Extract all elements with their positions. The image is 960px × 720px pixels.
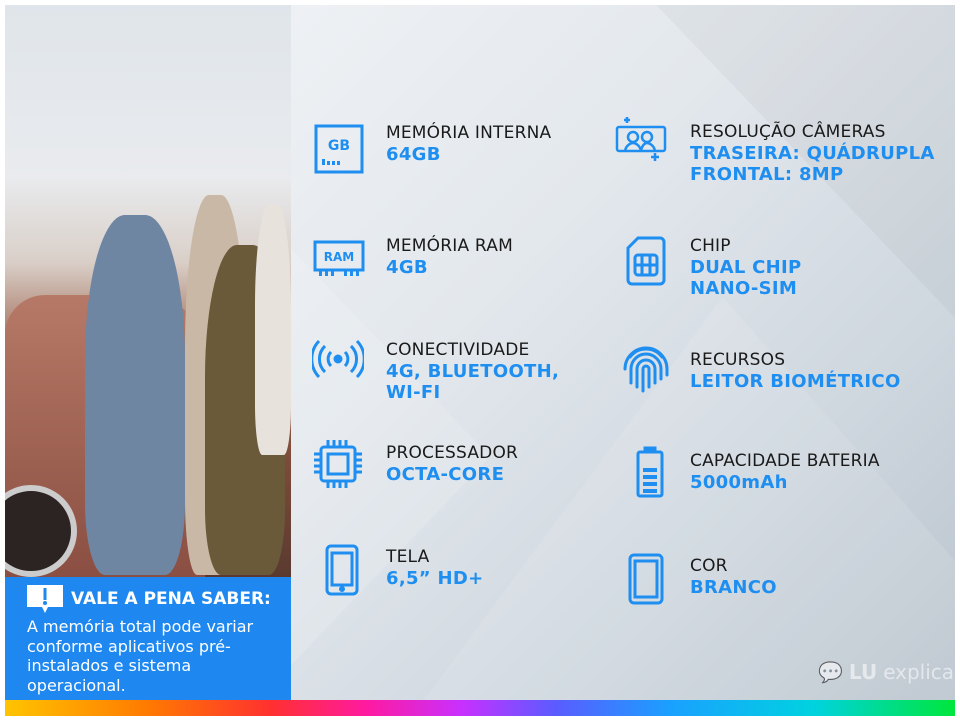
note-body: A memória total pode variar conforme apl…	[27, 617, 254, 695]
smartphone-icon	[316, 544, 368, 596]
spec-cameras: RESOLUÇÃO CÂMERAS TRASEIRA: QUÁDRUPLA FR…	[690, 122, 935, 185]
camera-selfie-icon	[615, 115, 667, 167]
spec-label: PROCESSADOR	[386, 443, 519, 463]
specs-panel	[291, 5, 955, 700]
fingerprint-icon	[620, 343, 672, 395]
sim-card-icon	[620, 235, 672, 287]
svg-text:GB: GB	[328, 138, 350, 154]
lu-explica-logo: 💬 LU explica	[818, 660, 954, 684]
spec-value: LEITOR BIOMÉTRICO	[690, 371, 901, 392]
ram-icon: RAM	[313, 232, 365, 284]
spec-label: MEMÓRIA INTERNA	[386, 123, 552, 143]
spec-label: MEMÓRIA RAM	[386, 236, 513, 256]
spec-color: COR BRANCO	[690, 556, 777, 598]
spec-value: 5000mAh	[690, 472, 788, 493]
wireless-signal-icon	[310, 333, 366, 385]
spec-ram: MEMÓRIA RAM 4GB	[386, 236, 513, 278]
phone-color-icon	[620, 553, 672, 605]
spec-value: 6,5” HD+	[386, 568, 484, 589]
spec-value: BRANCO	[690, 577, 777, 598]
alert-speech-icon	[27, 585, 63, 615]
svg-text:RAM: RAM	[324, 250, 354, 264]
spec-internal-memory: MEMÓRIA INTERNA 64GB	[386, 123, 551, 165]
spec-connectivity: CONECTIVIDADE 4G, BLUETOOTH, WI-FI	[386, 340, 559, 403]
memory-card-icon: GB	[313, 123, 365, 175]
spec-features: RECURSOS LEITOR BIOMÉTRICO	[690, 350, 901, 392]
person	[255, 205, 291, 455]
logo-text: explica	[883, 660, 955, 684]
spec-value: OCTA-CORE	[386, 464, 505, 485]
spec-value: 4GB	[386, 257, 428, 278]
spec-value: 64GB	[386, 144, 441, 165]
spec-battery: CAPACIDADE BATERIA 5000mAh	[690, 451, 880, 493]
spec-label: CAPACIDADE BATERIA	[690, 451, 880, 471]
spec-screen: TELA 6,5” HD+	[386, 547, 483, 589]
info-note: VALE A PENA SABER: A memória total pode …	[5, 577, 291, 700]
car-wheel	[5, 485, 77, 577]
logo-brand: LU	[848, 660, 878, 684]
spec-label: CONECTIVIDADE	[386, 340, 530, 360]
speech-bubble-icon: 💬	[818, 660, 843, 684]
spec-processor: PROCESSADOR OCTA-CORE	[386, 443, 518, 485]
spec-value: TRASEIRA: QUÁDRUPLA	[690, 143, 935, 164]
spec-value: DUAL CHIP	[690, 257, 802, 278]
spec-label: RESOLUÇÃO CÂMERAS	[690, 122, 886, 142]
battery-icon	[624, 446, 676, 498]
spec-value: FRONTAL: 8MP	[690, 164, 844, 185]
processor-chip-icon	[312, 438, 364, 490]
spec-value: NANO-SIM	[690, 278, 798, 299]
lifestyle-photo	[5, 5, 291, 577]
person	[85, 215, 185, 575]
spec-chip: CHIP DUAL CHIP NANO-SIM	[690, 236, 802, 299]
spec-label: RECURSOS	[690, 350, 786, 370]
spec-value: 4G, BLUETOOTH,	[386, 361, 560, 382]
rainbow-bar	[5, 700, 955, 716]
note-title: VALE A PENA SABER:	[71, 589, 271, 609]
spec-label: COR	[690, 556, 728, 576]
spec-value: WI-FI	[386, 382, 441, 403]
spec-label: CHIP	[690, 236, 731, 256]
spec-label: TELA	[386, 547, 430, 567]
